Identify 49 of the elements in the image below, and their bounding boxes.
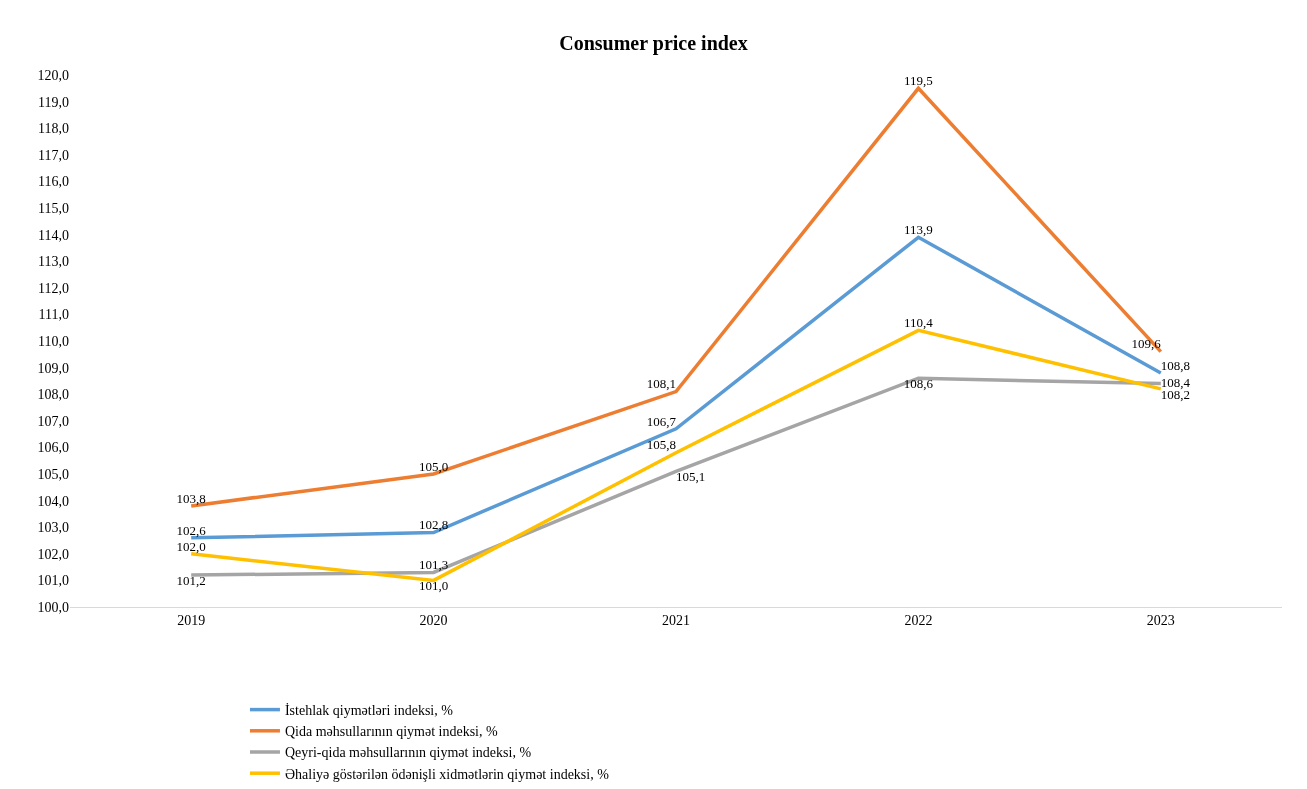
y-tick-label: 104,0 — [37, 493, 69, 509]
legend-label: İstehlak qiymətləri indeksi, % — [284, 703, 454, 719]
y-tick-label: 111,0 — [38, 307, 69, 323]
data-label: 105,1 — [676, 469, 706, 485]
legend-label: Əhaliyə göstərilən ödənişli xidmətlərin qiymət indeksi, % — [284, 766, 610, 782]
data-label: 102,0 — [176, 538, 206, 554]
y-tick-label: 106,0 — [37, 440, 69, 456]
legend-label: Qeyri-qida məhsullarının qiymət indeksi, % — [284, 745, 532, 761]
y-tick-label: 120,0 — [37, 67, 69, 83]
data-label: 105,0 — [418, 458, 449, 474]
data-label: 113,9 — [904, 222, 933, 238]
data-label: 102,6 — [176, 522, 207, 538]
y-tick-label: 112,0 — [38, 280, 69, 296]
x-tick-label: 2019 — [177, 612, 206, 628]
x-tick-label: 2021 — [662, 612, 690, 628]
data-label: 119,5 — [904, 73, 933, 89]
data-label: 101,2 — [176, 572, 206, 588]
y-tick-label: 118,0 — [38, 121, 69, 137]
data-label: 102,8 — [418, 517, 449, 533]
y-tick-label: 101,0 — [37, 573, 69, 589]
data-label: 108,6 — [903, 375, 934, 391]
y-tick-label: 114,0 — [38, 227, 69, 243]
data-label: 110,4 — [904, 315, 934, 331]
y-tick-label: 107,0 — [37, 413, 69, 429]
data-label: 101,0 — [418, 578, 449, 594]
y-tick-label: 116,0 — [38, 174, 69, 190]
y-tick-label: 105,0 — [37, 466, 69, 482]
y-tick-label: 103,0 — [37, 520, 69, 536]
data-label: 101,3 — [418, 557, 449, 573]
legend-label: Qida məhsullarının qiymət indeksi, % — [284, 724, 498, 740]
y-tick-label: 119,0 — [38, 94, 69, 110]
x-tick-label: 2020 — [419, 612, 448, 628]
y-tick-label: 108,0 — [37, 387, 69, 403]
y-tick-label: 110,0 — [38, 333, 69, 349]
data-label: 106,7 — [646, 413, 677, 429]
chart-title: Consumer price index — [559, 31, 748, 55]
y-tick-label: 102,0 — [37, 546, 69, 562]
x-tick-label: 2022 — [904, 612, 933, 628]
y-tick-label: 100,0 — [37, 599, 69, 615]
data-label: 108,4 — [1160, 374, 1191, 390]
data-label: 105,8 — [646, 437, 676, 453]
data-label: 108,1 — [646, 376, 676, 392]
data-label: 103,8 — [176, 490, 206, 506]
data-label: 108,8 — [1160, 357, 1191, 373]
y-tick-label: 115,0 — [38, 200, 69, 216]
y-tick-label: 113,0 — [38, 254, 69, 270]
y-tick-label: 109,0 — [37, 360, 69, 376]
y-tick-label: 117,0 — [38, 147, 69, 163]
x-tick-label: 2023 — [1146, 612, 1175, 628]
